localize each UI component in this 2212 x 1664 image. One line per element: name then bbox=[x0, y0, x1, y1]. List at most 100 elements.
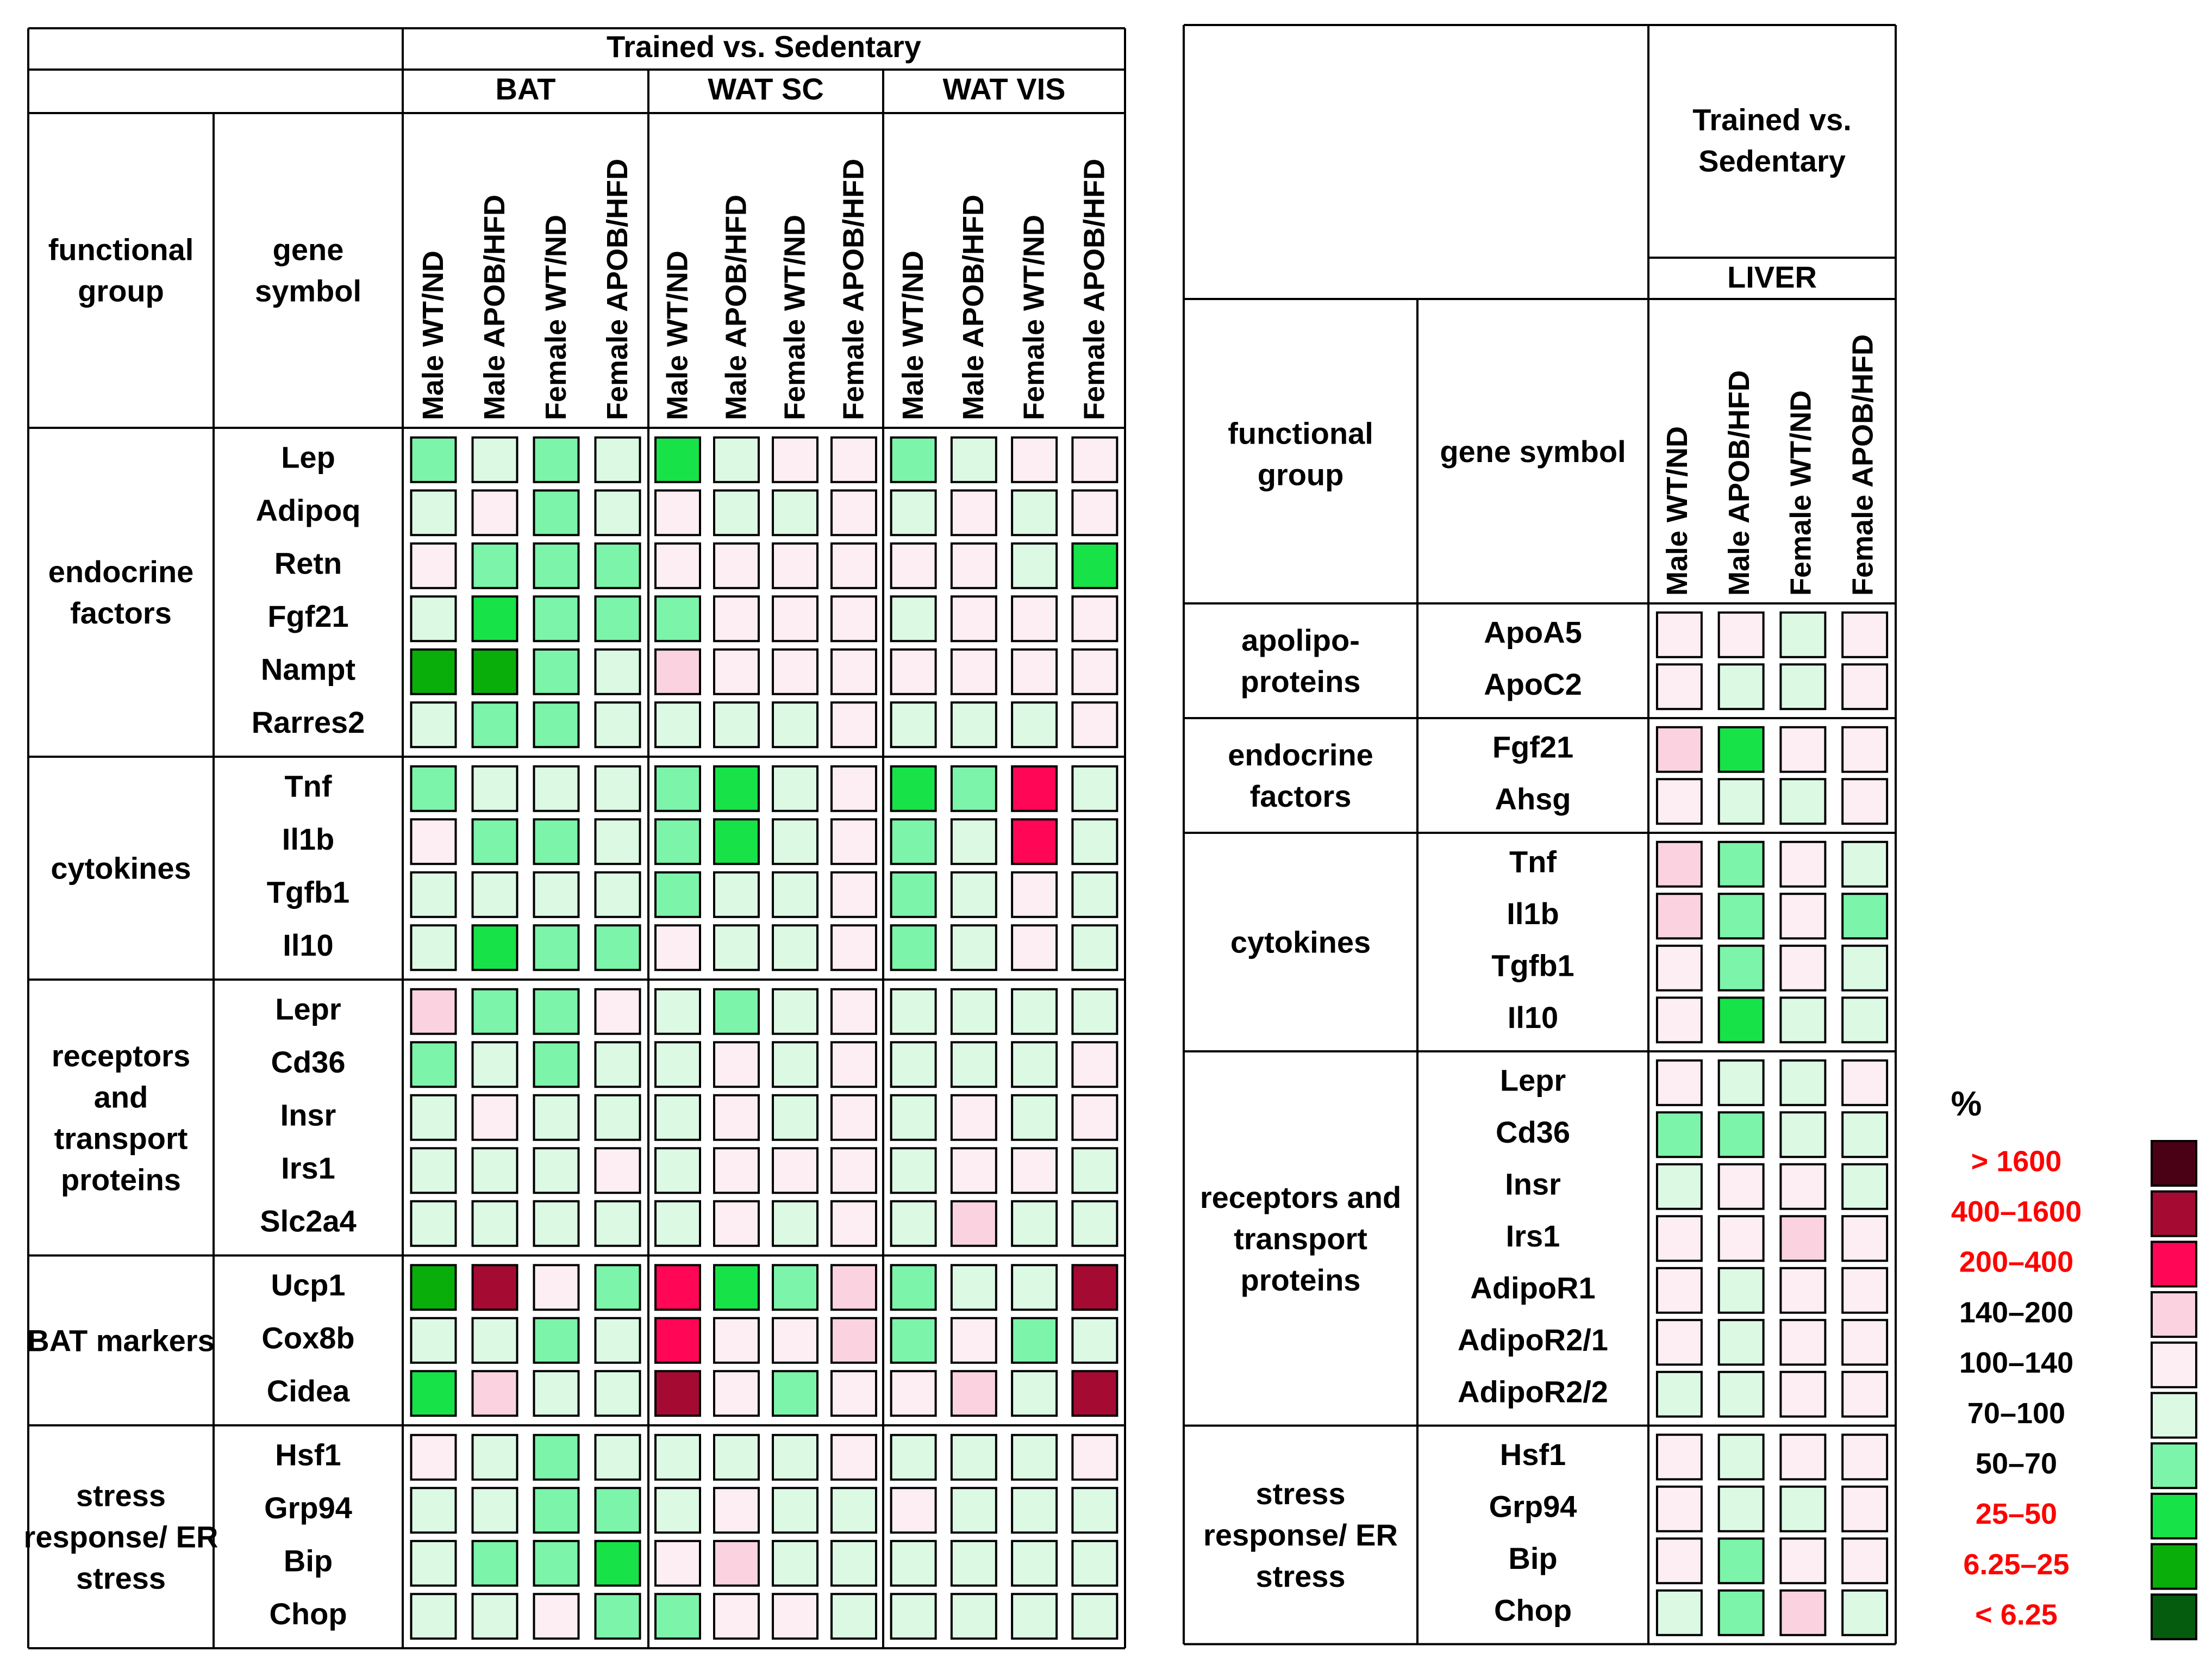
panel-header: Trained vs. Sedentary bbox=[1692, 103, 1852, 178]
heat-cell bbox=[1717, 840, 1765, 888]
heat-cell bbox=[654, 489, 701, 537]
heat-cell bbox=[1779, 840, 1827, 888]
heat-cell bbox=[410, 871, 457, 918]
heat-cell bbox=[772, 988, 818, 1035]
heat-cell bbox=[830, 765, 877, 812]
gene-symbol: Rarres2 bbox=[252, 705, 365, 739]
heat-cell bbox=[533, 818, 580, 865]
heat-cell bbox=[950, 1370, 997, 1417]
heat-cell bbox=[713, 489, 760, 537]
heat-cell bbox=[471, 1487, 518, 1534]
heat-cell bbox=[713, 1593, 760, 1640]
heat-cell bbox=[713, 988, 760, 1035]
gene-symbol: Grp94 bbox=[1489, 1490, 1577, 1524]
heat-cell bbox=[713, 701, 760, 749]
heat-cell bbox=[1841, 1434, 1889, 1481]
heat-cell bbox=[713, 595, 760, 643]
heat-cell bbox=[410, 542, 457, 589]
heat-cell bbox=[1011, 1487, 1058, 1534]
gene-symbol: Cox8b bbox=[261, 1321, 354, 1355]
heat-cell bbox=[533, 1487, 580, 1534]
heat-cell bbox=[1071, 1041, 1119, 1088]
functional-group-label: cytokines bbox=[1230, 925, 1371, 959]
condition-label: Male APOB/HFD bbox=[720, 195, 752, 420]
gene-symbol: Retn bbox=[274, 546, 342, 581]
heat-cell bbox=[594, 436, 641, 483]
heat-cell bbox=[654, 1147, 701, 1194]
heat-cell bbox=[1779, 778, 1827, 825]
heat-cell bbox=[1841, 996, 1889, 1044]
gene-symbol: Ahsg bbox=[1495, 782, 1571, 816]
heat-cell bbox=[410, 1487, 457, 1534]
heat-cell bbox=[1841, 1589, 1889, 1636]
heat-cell bbox=[410, 1540, 457, 1587]
heat-cell bbox=[830, 648, 877, 695]
heat-cell bbox=[1779, 663, 1827, 711]
legend-swatch bbox=[2151, 1241, 2197, 1288]
heat-cell bbox=[471, 701, 518, 749]
heat-cell bbox=[1655, 726, 1703, 773]
heat-cell bbox=[654, 1041, 701, 1088]
heat-cell bbox=[471, 1593, 518, 1640]
heat-cell bbox=[594, 1264, 641, 1311]
heat-cell bbox=[594, 1487, 641, 1534]
column-header: functional group bbox=[48, 233, 194, 308]
heat-cell bbox=[950, 595, 997, 643]
heat-cell bbox=[1841, 663, 1889, 711]
functional-group-label: stress response/ ER stress bbox=[24, 1479, 218, 1596]
heat-cell bbox=[1655, 1319, 1703, 1366]
heat-cell bbox=[471, 818, 518, 865]
condition-label: Female APOB/HFD bbox=[837, 159, 870, 420]
column-header: gene symbol bbox=[1440, 434, 1626, 469]
heat-cell bbox=[1655, 893, 1703, 940]
functional-group-label: endocrine factors bbox=[1228, 738, 1373, 813]
heat-cell bbox=[410, 1041, 457, 1088]
heat-cell bbox=[471, 436, 518, 483]
heat-cell bbox=[950, 489, 997, 537]
heat-cell bbox=[654, 1487, 701, 1534]
gene-symbol: Irs1 bbox=[1506, 1219, 1560, 1253]
heat-cell bbox=[594, 1434, 641, 1481]
heat-cell bbox=[471, 542, 518, 589]
heat-cell bbox=[890, 648, 937, 695]
heat-cell bbox=[1779, 1370, 1827, 1418]
heat-cell bbox=[594, 1540, 641, 1587]
heat-cell bbox=[890, 701, 937, 749]
heat-cell bbox=[654, 871, 701, 918]
heat-cell bbox=[1779, 611, 1827, 658]
condition-label: Female APOB/HFD bbox=[601, 159, 634, 420]
heat-cell bbox=[830, 595, 877, 643]
gene-symbol: Adipoq bbox=[256, 493, 361, 527]
heat-cell bbox=[533, 988, 580, 1035]
heat-cell bbox=[1071, 1094, 1119, 1141]
heat-cell bbox=[890, 1487, 937, 1534]
heat-cell bbox=[713, 818, 760, 865]
heat-cell bbox=[594, 701, 641, 749]
gene-symbol: AdipoR2/1 bbox=[1458, 1323, 1608, 1357]
legend-swatch bbox=[2151, 1442, 2197, 1490]
heat-cell bbox=[1655, 611, 1703, 658]
heat-cell bbox=[410, 648, 457, 695]
heat-cell bbox=[1655, 1267, 1703, 1314]
heat-cell bbox=[471, 1264, 518, 1311]
heat-cell bbox=[1841, 1537, 1889, 1585]
heat-cell bbox=[594, 1317, 641, 1364]
heat-cell bbox=[1841, 840, 1889, 888]
gene-symbol: Tnf bbox=[284, 769, 332, 803]
heat-cell bbox=[471, 1370, 518, 1417]
heat-cell bbox=[1071, 924, 1119, 971]
heat-cell bbox=[1011, 1094, 1058, 1141]
heat-cell bbox=[471, 1434, 518, 1481]
gene-symbol: Chop bbox=[1494, 1593, 1572, 1628]
heat-cell bbox=[410, 818, 457, 865]
heat-cell bbox=[1841, 611, 1889, 658]
heat-cell bbox=[830, 1540, 877, 1587]
heat-cell bbox=[772, 1370, 818, 1417]
heat-cell bbox=[1717, 778, 1765, 825]
gene-symbol: Il1b bbox=[282, 822, 334, 856]
heat-cell bbox=[830, 701, 877, 749]
condition-label: Female WT/ND bbox=[540, 215, 572, 420]
heat-cell bbox=[1011, 1317, 1058, 1364]
heat-cell bbox=[1011, 1041, 1058, 1088]
heat-cell bbox=[830, 924, 877, 971]
